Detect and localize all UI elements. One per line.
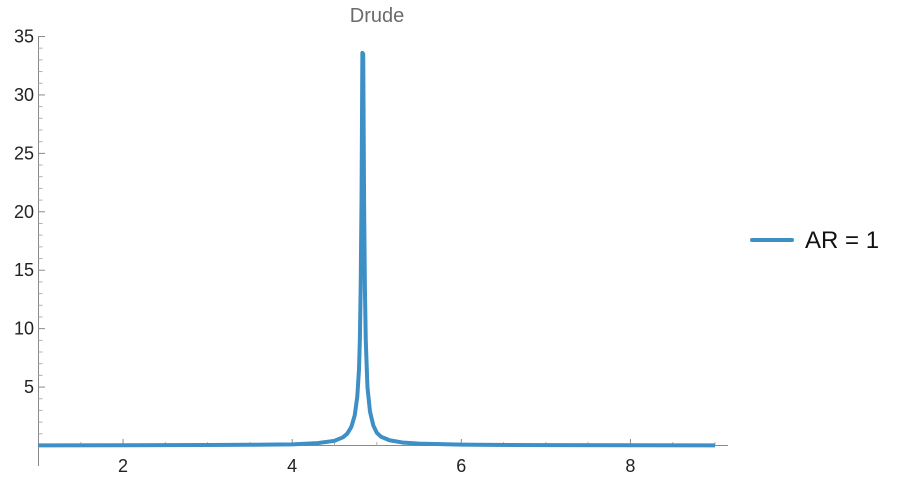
y-ticks: 5 10 15 20 25 30 35 (14, 27, 45, 435)
x-tick-label: 6 (456, 456, 466, 476)
y-tick-label: 5 (24, 377, 34, 397)
y-tick-label: 10 (14, 319, 34, 339)
y-tick-label: 35 (14, 27, 34, 47)
x-tick-label: 2 (118, 456, 128, 476)
legend-label: AR = 1 (805, 227, 879, 254)
y-tick-label: 15 (14, 260, 34, 280)
plot-area (38, 50, 716, 448)
y-tick-label: 25 (14, 143, 34, 163)
y-tick-label: 20 (14, 202, 34, 222)
x-tick-label: 4 (287, 456, 297, 476)
series-line-1 (38, 50, 716, 448)
chart-title: Drude (350, 5, 404, 27)
legend: AR = 1 (750, 227, 879, 254)
y-tick-label: 30 (14, 85, 34, 105)
x-tick-label: 8 (625, 456, 635, 476)
